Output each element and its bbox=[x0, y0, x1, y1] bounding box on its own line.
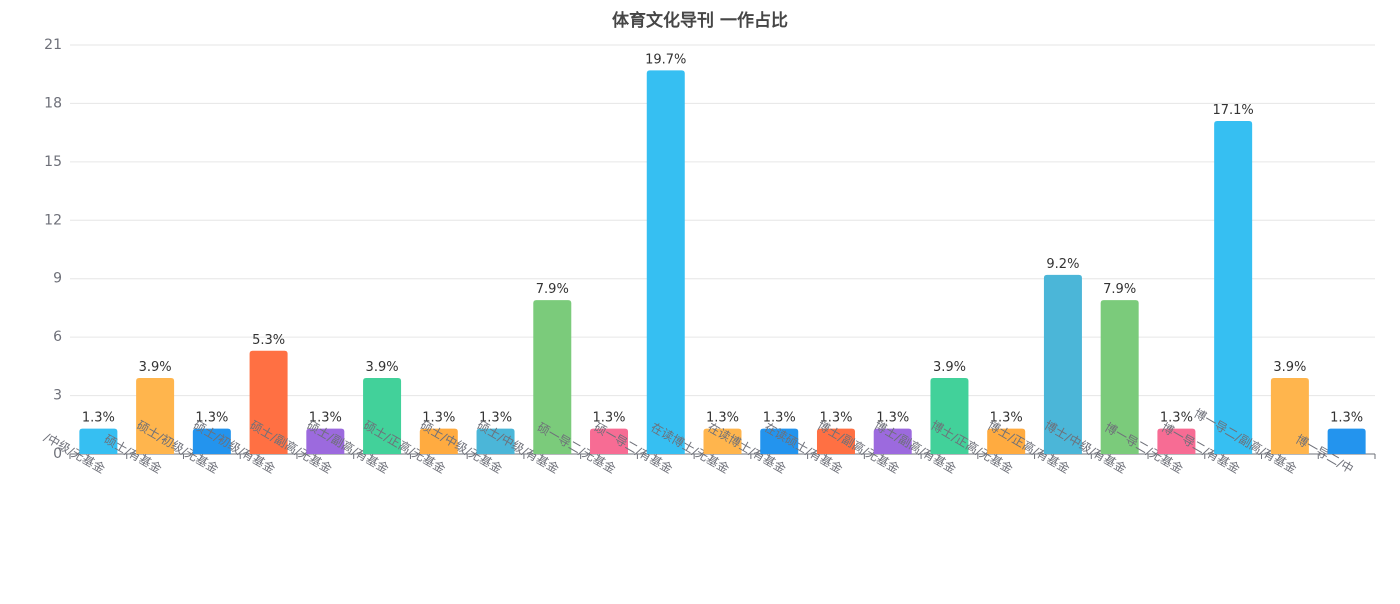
value-label: 1.3% bbox=[876, 411, 909, 426]
value-label: 1.3% bbox=[309, 411, 342, 426]
y-tick-label: 3 bbox=[53, 388, 62, 404]
bar bbox=[419, 428, 458, 454]
bar bbox=[816, 428, 855, 454]
bar bbox=[533, 300, 572, 454]
value-label: 7.9% bbox=[1103, 282, 1136, 297]
value-label: 1.3% bbox=[82, 411, 115, 426]
value-label: 1.3% bbox=[990, 411, 1023, 426]
value-label: 1.3% bbox=[593, 411, 626, 426]
value-label: 5.3% bbox=[252, 333, 285, 348]
value-label: 1.3% bbox=[1160, 411, 1193, 426]
bar bbox=[1270, 378, 1309, 454]
value-label: 3.9% bbox=[139, 360, 172, 375]
bar bbox=[476, 428, 515, 454]
value-label: 1.3% bbox=[479, 411, 512, 426]
value-label: 1.3% bbox=[819, 411, 852, 426]
value-label: 1.3% bbox=[763, 411, 796, 426]
y-tick-label: 6 bbox=[53, 329, 62, 345]
value-label: 1.3% bbox=[422, 411, 455, 426]
value-label: 19.7% bbox=[645, 52, 686, 67]
bar bbox=[1157, 428, 1196, 454]
bar bbox=[1214, 120, 1253, 454]
value-label: 17.1% bbox=[1212, 103, 1253, 118]
y-tick-label: 0 bbox=[53, 446, 62, 462]
y-tick-label: 9 bbox=[53, 271, 62, 287]
y-tick-label: 18 bbox=[44, 95, 62, 111]
y-tick-label: 21 bbox=[44, 37, 62, 53]
y-tick-label: 15 bbox=[44, 154, 62, 170]
bar bbox=[249, 350, 288, 454]
bar bbox=[1043, 274, 1082, 454]
value-label: 7.9% bbox=[536, 282, 569, 297]
value-label: 3.9% bbox=[1273, 360, 1306, 375]
bar bbox=[1100, 300, 1139, 454]
bar bbox=[363, 378, 402, 454]
chart-title: 体育文化导刊 一作占比 bbox=[612, 10, 788, 31]
value-label: 1.3% bbox=[195, 411, 228, 426]
value-label: 1.3% bbox=[706, 411, 739, 426]
bar bbox=[760, 428, 799, 454]
value-label: 9.2% bbox=[1046, 257, 1079, 272]
value-label: 1.3% bbox=[1330, 411, 1363, 426]
y-tick-label: 12 bbox=[44, 212, 62, 228]
bar bbox=[192, 428, 231, 454]
bar bbox=[79, 428, 118, 454]
value-label: 3.9% bbox=[933, 360, 966, 375]
bar bbox=[136, 378, 175, 454]
bar bbox=[873, 428, 912, 454]
bar bbox=[930, 378, 969, 454]
value-label: 3.9% bbox=[366, 360, 399, 375]
bar bbox=[646, 70, 685, 455]
bar bbox=[987, 428, 1026, 454]
bar bbox=[703, 428, 742, 454]
bar bbox=[1327, 428, 1366, 454]
bar bbox=[590, 428, 629, 454]
bar bbox=[306, 428, 345, 454]
